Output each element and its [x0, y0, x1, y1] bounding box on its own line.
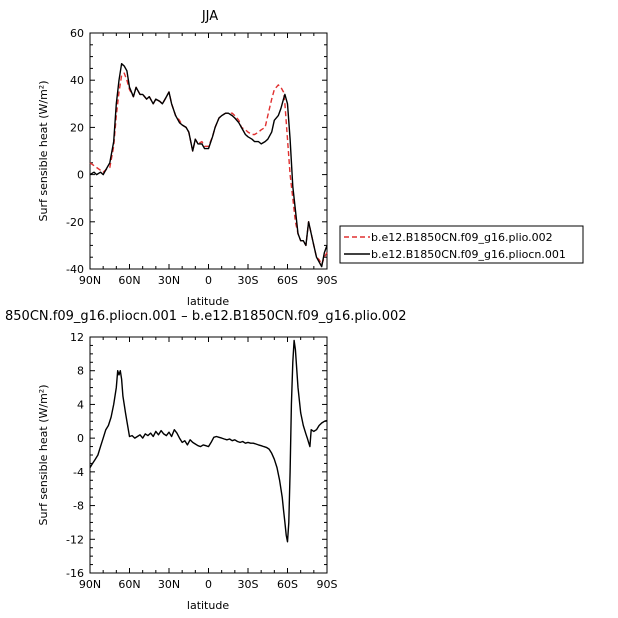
chart-top-xtick-label-0: 90N [79, 274, 101, 287]
chart-top-xtick-label-2: 30N [158, 274, 180, 287]
chart-top-series [89, 63, 328, 268]
chart-top: JJA 90N 60N 30N 0 30S 60S 90S -40 -20 0 20 40 60 lat… [37, 9, 338, 308]
chart-bottom-xtick-label-2: 30N [158, 578, 180, 591]
chart-top-ytick-label-3: 20 [70, 121, 84, 134]
chart-top-xtick-label-6: 90S [317, 274, 338, 287]
chart-bottom-xtick-label-4: 30S [238, 578, 259, 591]
chart-bottom-xtick-label-0: 90N [79, 578, 101, 591]
chart-bottom-xlabel: latitude [187, 599, 229, 612]
legend-frame [339, 225, 584, 264]
chart-top-xtick-label-5: 60S [277, 274, 298, 287]
chart-bottom-ytick-label-0: -16 [66, 567, 84, 580]
chart-bottom-xtick-label-1: 60N [118, 578, 140, 591]
chart-bottom-series-line-0 [89, 339, 328, 543]
chart-top-ytick-label-2: 0 [77, 169, 84, 182]
chart-bottom-ytick-label-5: 4 [77, 398, 84, 411]
chart-bottom-xtick-label-3: 0 [205, 578, 212, 591]
chart-bottom-ytick-label-1: -12 [66, 533, 84, 546]
chart-bottom-ytick-label-3: -4 [73, 466, 84, 479]
legend-label-plio: b.e12.B1850CN.f09_g16.plio.002 [371, 231, 553, 244]
chart-top-xtick-label-3: 0 [205, 274, 212, 287]
chart-bottom-frame [89, 336, 328, 574]
chart-bottom-ticks: 90N 60N 30N 0 30S 60S 90S -16 -12 -8 -4 0 4 8 12 [66, 331, 337, 591]
chart-top-xtick-label-1: 60N [118, 274, 140, 287]
chart-bottom-ytick-label-7: 12 [70, 331, 84, 344]
chart-top-xtick-label-4: 30S [238, 274, 259, 287]
chart-bottom-series [89, 339, 328, 543]
chart-top-ytick-label-0: -40 [66, 263, 84, 276]
chart-bottom-xtick-label-5: 60S [277, 578, 298, 591]
chart-bottom-ytick-label-4: 0 [77, 432, 84, 445]
legend-label-pliocn: b.e12.B1850CN.f09_g16.pliocn.001 [371, 248, 566, 261]
chart-bottom: 850CN.f09_g16.pliocn.001 – b.e12.B1850CN… [5, 309, 407, 612]
chart-bottom-ytick-label-2: -8 [73, 500, 84, 513]
chart-bottom-title: 850CN.f09_g16.pliocn.001 – b.e12.B1850CN… [5, 309, 407, 324]
chart-top-ytick-label-5: 60 [70, 27, 84, 40]
chart-bottom-xtick-label-6: 90S [317, 578, 338, 591]
chart-top-ticks: 90N 60N 30N 0 30S 60S 90S -40 -20 0 20 40 60 [66, 27, 337, 287]
chart-top-xlabel: latitude [187, 295, 229, 308]
chart-top-ylabel: Surf sensible heat (W/m²) [37, 81, 50, 222]
chart-top-ytick-label-4: 40 [70, 74, 84, 87]
chart-top-title: JJA [201, 9, 218, 24]
legend: b.e12.B1850CN.f09_g16.plio.002 b.e12.B18… [339, 225, 584, 264]
chart-bottom-ytick-label-6: 8 [77, 365, 84, 378]
chart-top-ytick-label-1: -20 [66, 216, 84, 229]
chart-top-series-line-1 [89, 63, 328, 268]
chart-top-series-line-0 [89, 72, 328, 265]
chart-bottom-ylabel: Surf sensible heat (W/m²) [37, 385, 50, 526]
